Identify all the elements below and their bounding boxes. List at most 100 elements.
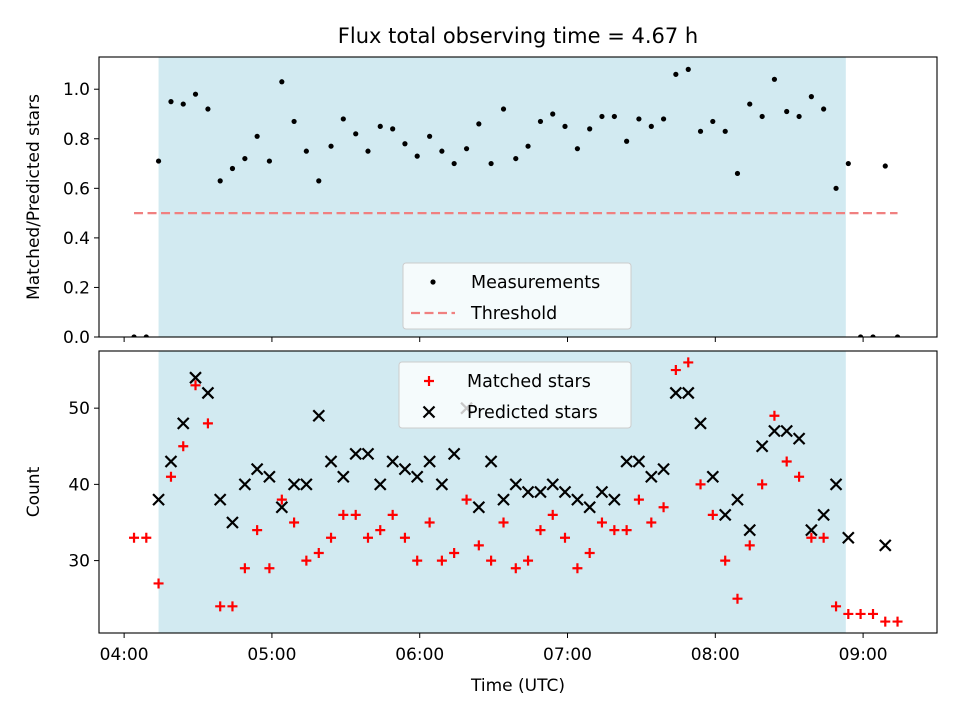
predicted-point — [152, 493, 165, 506]
legend-1: Matched stars Predicted stars — [398, 361, 632, 429]
matched-point — [633, 494, 644, 505]
predicted-point — [189, 371, 202, 384]
y-tick-label: 1.0 — [63, 80, 90, 100]
data-point — [390, 126, 396, 132]
x-tick-label: 09:00 — [839, 645, 888, 665]
legend-label: Matched stars — [467, 372, 591, 392]
matched-point — [744, 540, 755, 551]
predicted-point — [595, 485, 609, 499]
matched-point — [153, 578, 164, 589]
predicted-point — [337, 470, 350, 484]
matched-point — [695, 479, 706, 490]
matched-point — [190, 380, 201, 391]
x-tick-label: 05:00 — [247, 645, 296, 665]
matched-point — [547, 509, 558, 520]
predicted-point — [435, 478, 449, 491]
matched-point — [720, 555, 731, 566]
predicted-point — [226, 516, 239, 529]
predicted-point — [250, 462, 264, 476]
matched-point — [855, 608, 866, 619]
data-point — [205, 106, 211, 112]
data-point — [131, 334, 137, 337]
chart-title: Flux total observing time = 4.67 h — [338, 24, 698, 48]
y-tick-label: 40 — [68, 475, 90, 495]
predicted-point — [509, 478, 523, 491]
data-point — [242, 155, 248, 162]
y-axis-label: Count — [24, 466, 44, 517]
predicted-point — [805, 523, 818, 537]
legend-box — [398, 361, 632, 429]
predicted-point — [718, 508, 732, 522]
legend-swatch — [422, 405, 436, 419]
data-point — [771, 76, 778, 82]
data-point — [685, 66, 691, 72]
matched-point — [486, 555, 497, 566]
predicted-point — [410, 470, 424, 484]
data-point — [266, 158, 273, 164]
data-point — [660, 116, 667, 122]
matched-point — [252, 525, 263, 536]
matched-point — [892, 616, 903, 627]
series-0-0-measurements — [131, 66, 901, 337]
legend-swatch — [424, 376, 434, 386]
y-tick-label: 0.6 — [63, 179, 90, 199]
x-tick-label: 06:00 — [395, 645, 444, 665]
data-point — [550, 111, 556, 117]
matched-point — [399, 532, 410, 543]
series-1-1-predicted-stars — [152, 371, 892, 552]
data-point — [833, 185, 839, 191]
data-point — [328, 143, 334, 149]
predicted-point — [324, 455, 338, 468]
data-point — [870, 334, 876, 337]
matched-point — [523, 555, 534, 566]
matched-point — [350, 509, 361, 520]
predicted-point — [373, 478, 387, 491]
data-point — [168, 99, 174, 105]
predicted-point — [275, 500, 289, 514]
x-tick-label: 04:00 — [100, 645, 149, 665]
y-tick-label: 30 — [68, 552, 90, 572]
matched-point — [473, 540, 484, 551]
matched-point — [794, 471, 805, 482]
matched-point — [129, 532, 140, 543]
y-tick-label: 0.0 — [63, 328, 90, 348]
matched-point — [165, 471, 176, 482]
matched-point — [178, 441, 189, 452]
data-point — [648, 123, 654, 129]
y-tick-label: 0.2 — [63, 278, 90, 298]
data-point — [587, 126, 593, 132]
legend-label: Predicted stars — [467, 403, 598, 423]
data-point — [439, 148, 445, 154]
data-point — [414, 153, 420, 159]
predicted-point — [669, 386, 683, 400]
predicted-point — [792, 432, 806, 445]
y-axis-label: Matched/Predicted stars — [24, 94, 44, 300]
predicted-point — [583, 500, 596, 514]
data-point — [254, 133, 260, 139]
matched-point — [596, 517, 607, 528]
data-point — [500, 106, 507, 112]
data-point — [734, 170, 741, 177]
matched-point — [289, 517, 300, 528]
matched-point — [535, 525, 546, 536]
matched-point — [215, 601, 226, 612]
predicted-point — [176, 417, 190, 430]
data-point — [451, 160, 457, 167]
data-point — [279, 79, 285, 85]
matched-point — [498, 517, 509, 528]
data-point — [845, 160, 851, 167]
matched-point — [757, 479, 768, 490]
data-point — [365, 148, 371, 154]
data-point — [574, 146, 581, 152]
data-point — [808, 94, 814, 100]
matched-point — [326, 532, 337, 543]
matched-point — [769, 410, 780, 421]
y-tick-label: 50 — [68, 399, 90, 419]
predicted-point — [571, 493, 584, 506]
data-point — [463, 146, 470, 152]
predicted-point — [731, 493, 744, 506]
data-point — [143, 334, 149, 337]
matched-point — [202, 418, 213, 429]
matched-point — [670, 365, 681, 376]
